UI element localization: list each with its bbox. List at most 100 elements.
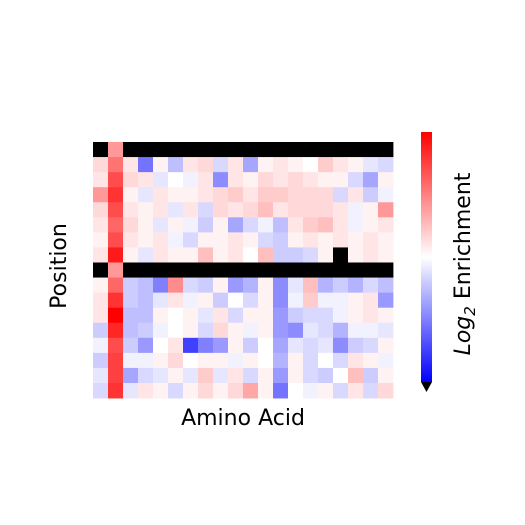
heatmap-cell [198,202,214,218]
heatmap-cell [138,202,154,218]
heatmap-cell [228,232,244,248]
heatmap-cell [303,247,319,263]
heatmap-cell [123,247,139,263]
colorbar-label-log: Log [451,316,476,356]
heatmap-cell [303,157,319,173]
heatmap-cell [363,322,379,339]
heatmap-cell [123,383,139,399]
heatmap-cell [153,322,169,339]
heatmap-cell [213,157,229,173]
heatmap-cell [213,187,229,203]
heatmap-cell [198,157,214,173]
heatmap-cell [273,277,289,294]
heatmap-cell [168,383,184,399]
heatmap-cell [123,217,139,233]
heatmap-cell [333,202,349,218]
heatmap-cell [378,247,394,263]
heatmap-cell [288,187,304,203]
heatmap-cell [123,277,139,294]
heatmap-cell [138,337,154,354]
heatmap-cell [213,337,229,354]
heatmap-cell [303,383,319,399]
heatmap-cell [108,187,124,203]
heatmap-cell [108,247,124,263]
heatmap-cell [243,307,259,324]
heatmap-cell [303,352,319,369]
heatmap-cell [243,367,259,384]
heatmap-cell [303,232,319,248]
heatmap-cell [318,352,334,369]
heatmap-cell [243,142,259,158]
heatmap-cell [303,187,319,203]
heatmap-cell [138,383,154,399]
heatmap-cell [243,247,259,263]
heatmap-cell [168,277,184,294]
heatmap-cell [363,262,379,278]
heatmap-cell [183,277,199,294]
heatmap-cell [93,352,109,369]
heatmap-cell [168,337,184,354]
heatmap-cell [378,202,394,218]
heatmap-cell [273,142,289,158]
heatmap-cell [138,292,154,309]
heatmap-cell [303,277,319,294]
heatmap-cell [168,307,184,324]
heatmap-cell [288,202,304,218]
heatmap-cell [138,232,154,248]
heatmap-cell [198,172,214,188]
heatmap-cell [363,142,379,158]
heatmap-cell [258,157,274,173]
heatmap-cell [213,232,229,248]
colorbar-label-text: Enrichment [451,172,476,306]
heatmap-cell [273,337,289,354]
heatmap-cell [363,157,379,173]
heatmap-cell [288,277,304,294]
heatmap-cell [213,367,229,384]
heatmap-cell [318,277,334,294]
heatmap-cell [348,187,364,203]
heatmap-cell [243,217,259,233]
heatmap-cell [228,337,244,354]
heatmap-cell [363,232,379,248]
heatmap-cell [183,367,199,384]
heatmap-cell [273,262,289,278]
colorbar-label: Log2 Enrichment [451,172,479,355]
heatmap-cell [138,172,154,188]
heatmap-cell [288,217,304,233]
heatmap-cell [318,142,334,158]
heatmap-cell [273,202,289,218]
heatmap-cell [273,367,289,384]
heatmap-cell [228,142,244,158]
heatmap-cell [348,383,364,399]
x-axis-label: Amino Acid [181,406,305,431]
heatmap-cell [168,352,184,369]
heatmap-cell [258,232,274,248]
heatmap-cell [243,292,259,309]
heatmap-cell [363,307,379,324]
heatmap-cell [273,157,289,173]
heatmap-cell [303,337,319,354]
heatmap-cell [333,307,349,324]
heatmap-cell [213,172,229,188]
heatmap-cell [93,277,109,294]
heatmap-cell [138,352,154,369]
heatmap-cell [303,292,319,309]
heatmap-cell [243,172,259,188]
heatmap-cell [363,172,379,188]
heatmap-cell [93,292,109,309]
heatmap-cell [348,232,364,248]
heatmap-cell [228,292,244,309]
heatmap-cell [108,172,124,188]
colorbar-extend-min-arrow [421,382,432,392]
heatmap-cell [153,277,169,294]
heatmap-cell [228,322,244,339]
heatmap-cell [348,217,364,233]
heatmap-cell [288,247,304,263]
heatmap-cell [363,187,379,203]
heatmap-cell [303,202,319,218]
heatmap-cell [213,247,229,263]
heatmap-cell [348,367,364,384]
heatmap-cell [258,337,274,354]
heatmap-cell [123,367,139,384]
heatmap-cell [318,172,334,188]
